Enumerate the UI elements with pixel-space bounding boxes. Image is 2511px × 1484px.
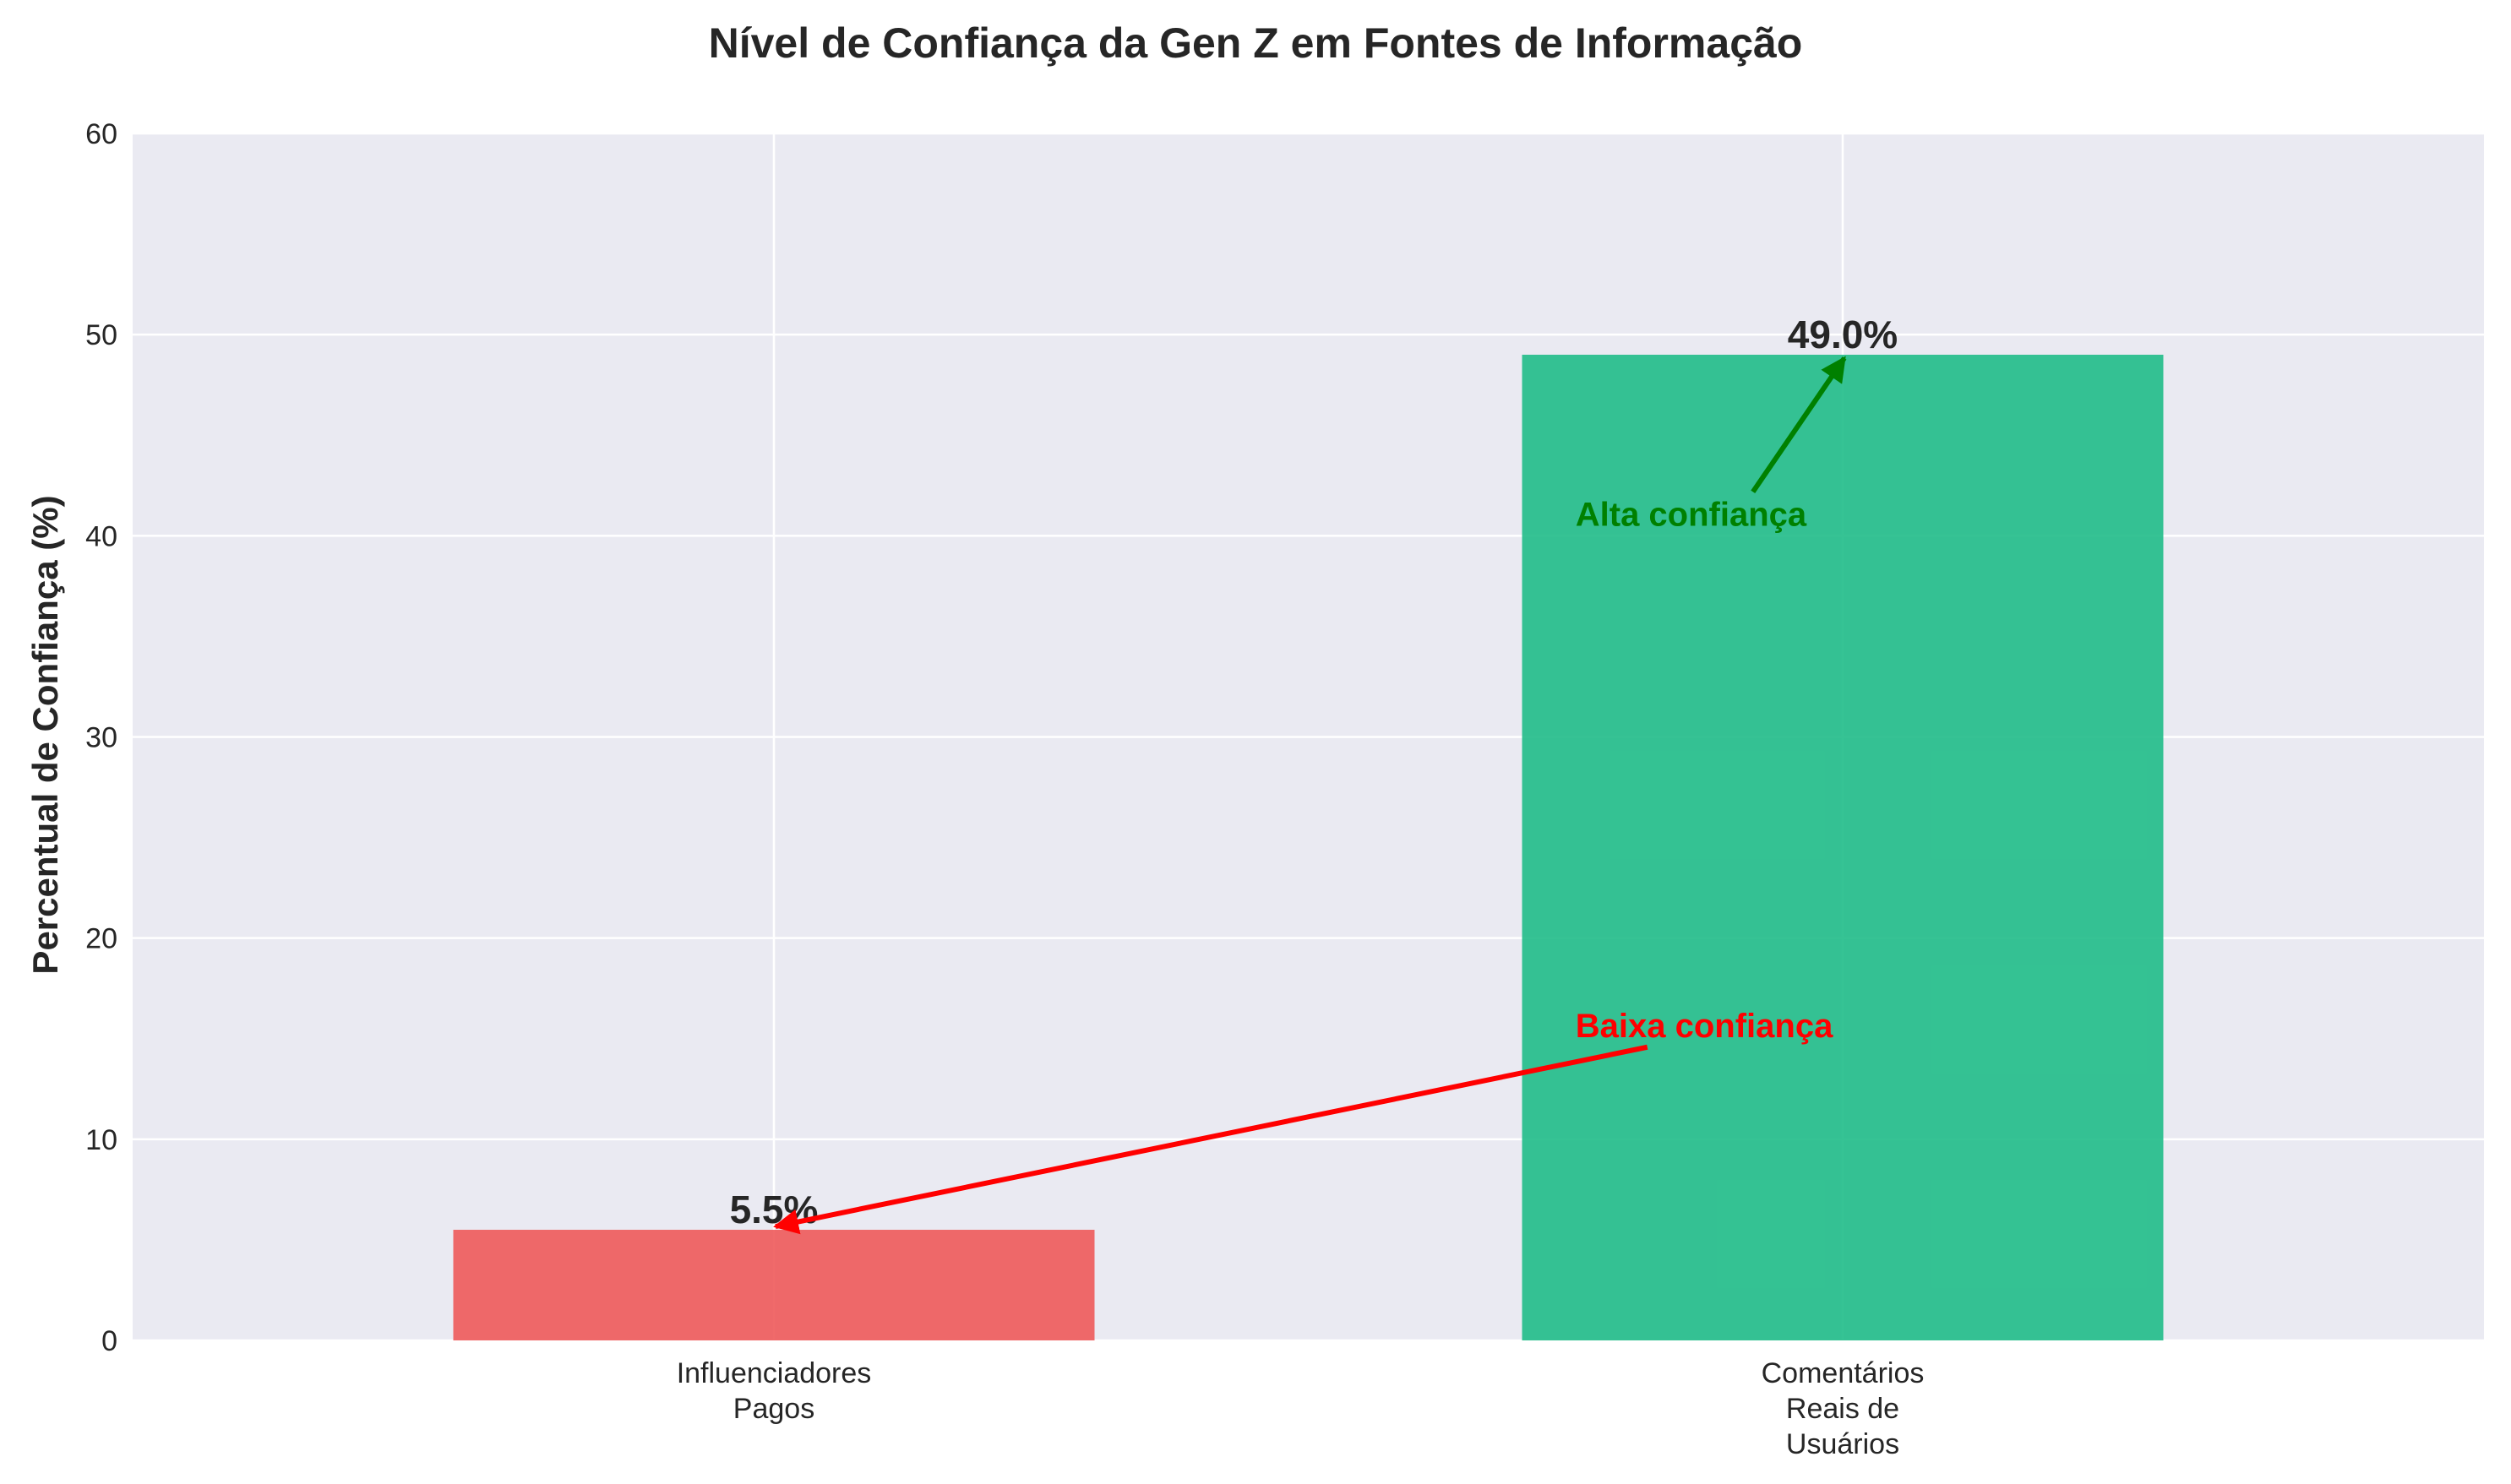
y-axis-label: Percentual de Confiança (%) bbox=[25, 495, 65, 974]
chart-title: Nível de Confiança da Gen Z em Fontes de… bbox=[709, 19, 1803, 67]
value-labels: 5.5% 49.0% bbox=[730, 313, 1898, 1231]
y-tick-label: 50 bbox=[85, 319, 117, 351]
y-tick-label: 60 bbox=[85, 118, 117, 150]
value-label: 5.5% bbox=[730, 1188, 819, 1231]
annotation-arrow bbox=[1751, 356, 1847, 494]
value-label: 49.0% bbox=[1788, 313, 1898, 356]
bars bbox=[453, 354, 2164, 1340]
bar bbox=[1522, 354, 2164, 1340]
y-tick-label: 40 bbox=[85, 520, 117, 552]
annotation-text: Baixa confiança bbox=[1576, 1008, 1833, 1045]
x-tick-label: Usuários bbox=[1786, 1428, 1899, 1460]
x-tick-label: Pagos bbox=[733, 1393, 814, 1425]
x-tick-label: Influenciadores bbox=[677, 1357, 872, 1389]
bar bbox=[453, 1230, 1095, 1340]
x-tick-labels: Influenciadores Pagos Comentários Reais deU… bbox=[677, 1357, 1925, 1460]
y-tick-label: 20 bbox=[85, 923, 117, 955]
x-tick-label: Reais de bbox=[1786, 1393, 1899, 1425]
y-tick-label: 10 bbox=[85, 1124, 117, 1156]
annotation-arrow bbox=[773, 1044, 1648, 1235]
annotations: Baixa confiança Alta confiança bbox=[773, 356, 1847, 1235]
x-tick-label: Comentários bbox=[1762, 1357, 1925, 1389]
y-tick-labels: 0 10 20 30 40 50 60 bbox=[85, 118, 117, 1357]
y-tick-label: 0 bbox=[101, 1325, 117, 1357]
annotation-text: Alta confiança bbox=[1576, 496, 1807, 533]
y-tick-label: 30 bbox=[85, 722, 117, 754]
